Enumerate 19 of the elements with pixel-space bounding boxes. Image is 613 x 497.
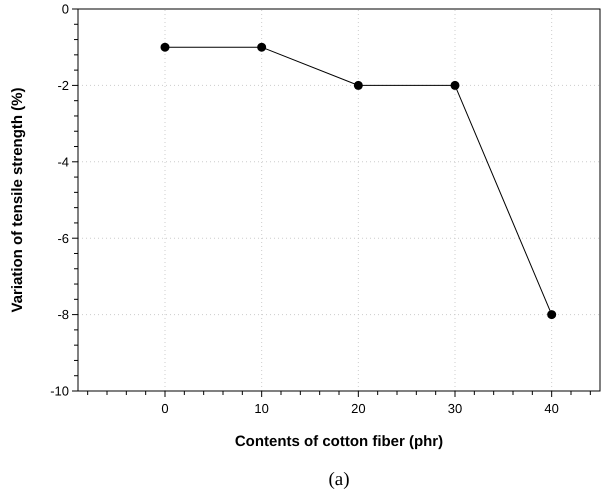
- y-tick-label: -10: [50, 384, 69, 399]
- y-tick-label: 0: [62, 2, 69, 17]
- x-axis-title: Contents of cotton fiber (phr): [234, 433, 444, 450]
- point: [257, 42, 266, 52]
- y-tick-label: -4: [57, 154, 69, 170]
- y-tick-label: -6: [57, 230, 69, 246]
- x-tick-label: 20: [351, 401, 366, 416]
- y-axis-title: Variation of tensile strength (%): [9, 87, 26, 313]
- point: [160, 42, 170, 52]
- x-tick-label: 40: [544, 401, 559, 416]
- x-tick-label: 10: [254, 401, 269, 416]
- y-tick-label: -8: [57, 307, 69, 322]
- y-tick-label: -2: [57, 78, 69, 93]
- point: [450, 80, 460, 90]
- point: [547, 310, 556, 320]
- x-tick-label: 30: [448, 401, 462, 416]
- text: (a): [328, 469, 350, 490]
- point: [354, 80, 363, 90]
- x-tick-label: 0: [161, 401, 169, 416]
